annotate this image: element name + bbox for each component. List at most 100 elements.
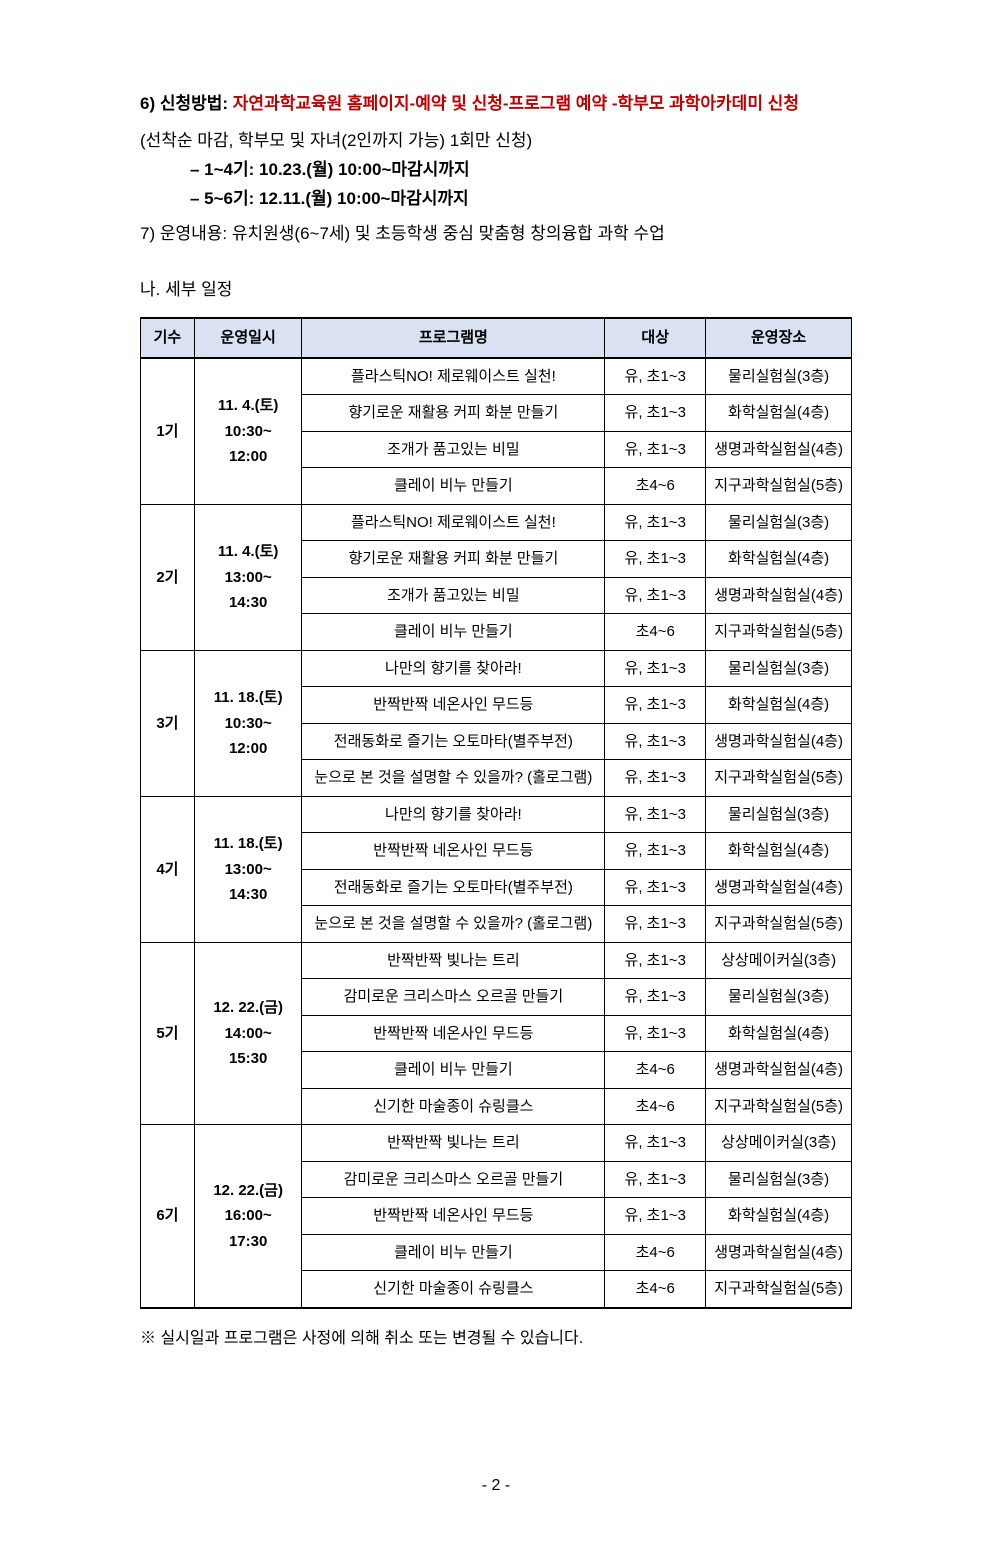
cell-target: 초4~6 xyxy=(605,1271,706,1308)
cell-program: 반짝반짝 네온사인 무드등 xyxy=(302,833,605,870)
th-gisu: 기수 xyxy=(141,318,195,358)
cell-program: 클레이 비누 만들기 xyxy=(302,1234,605,1271)
cell-gisu: 4기 xyxy=(141,796,195,942)
cell-target: 유, 초1~3 xyxy=(605,942,706,979)
cell-date: 11. 4.(토) 13:00~ 14:30 xyxy=(194,504,302,650)
cell-place: 상상메이커실(3층) xyxy=(706,1125,852,1162)
cell-place: 화학실험실(4층) xyxy=(706,1015,852,1052)
cell-place: 지구과학실험실(5층) xyxy=(706,614,852,651)
cell-target: 유, 초1~3 xyxy=(605,760,706,797)
cell-program: 반짝반짝 네온사인 무드등 xyxy=(302,687,605,724)
cell-place: 물리실험실(3층) xyxy=(706,358,852,395)
cell-program: 향기로운 재활용 커피 화분 만들기 xyxy=(302,541,605,578)
cell-program: 눈으로 본 것을 설명할 수 있을까? (홀로그램) xyxy=(302,906,605,943)
cell-program: 반짝반짝 빛나는 트리 xyxy=(302,1125,605,1162)
cell-place: 화학실험실(4층) xyxy=(706,833,852,870)
cell-program: 클레이 비누 만들기 xyxy=(302,1052,605,1089)
item-6-line1: 자연과학교육원 홈페이지-예약 및 신청-프로그램 예약 -학부모 과학아카데미… xyxy=(233,94,799,113)
cell-place: 화학실험실(4층) xyxy=(706,541,852,578)
section-b-title: 나. 세부 일정 xyxy=(140,276,852,305)
cell-program: 감미로운 크리스마스 오르골 만들기 xyxy=(302,979,605,1016)
cell-target: 초4~6 xyxy=(605,614,706,651)
cell-program: 전래동화로 즐기는 오토마타(별주부전) xyxy=(302,869,605,906)
cell-place: 지구과학실험실(5층) xyxy=(706,760,852,797)
cell-place: 지구과학실험실(5층) xyxy=(706,468,852,505)
cell-program: 클레이 비누 만들기 xyxy=(302,468,605,505)
cell-place: 화학실험실(4층) xyxy=(706,687,852,724)
cell-place: 화학실험실(4층) xyxy=(706,1198,852,1235)
item-6-line2: (선착순 마감, 학부모 및 자녀(2인까지 가능) 1회만 신청) xyxy=(140,127,852,156)
cell-target: 유, 초1~3 xyxy=(605,833,706,870)
cell-target: 초4~6 xyxy=(605,1052,706,1089)
cell-target: 유, 초1~3 xyxy=(605,1015,706,1052)
cell-place: 생명과학실험실(4층) xyxy=(706,869,852,906)
cell-place: 생명과학실험실(4층) xyxy=(706,1052,852,1089)
th-place: 운영장소 xyxy=(706,318,852,358)
cell-target: 유, 초1~3 xyxy=(605,1161,706,1198)
cell-place: 지구과학실험실(5층) xyxy=(706,1088,852,1125)
cell-date: 11. 4.(토) 10:30~ 12:00 xyxy=(194,358,302,505)
cell-target: 유, 초1~3 xyxy=(605,650,706,687)
cell-date: 12. 22.(금) 14:00~ 15:30 xyxy=(194,942,302,1125)
table-row: 6기12. 22.(금) 16:00~ 17:30반짝반짝 빛나는 트리유, 초… xyxy=(141,1125,852,1162)
cell-place: 물리실험실(3층) xyxy=(706,650,852,687)
cell-program: 향기로운 재활용 커피 화분 만들기 xyxy=(302,395,605,432)
cell-target: 유, 초1~3 xyxy=(605,796,706,833)
cell-target: 유, 초1~3 xyxy=(605,1198,706,1235)
cell-program: 나만의 향기를 찾아라! xyxy=(302,650,605,687)
cell-program: 클레이 비누 만들기 xyxy=(302,614,605,651)
cell-target: 유, 초1~3 xyxy=(605,504,706,541)
cell-program: 신기한 마술종이 슈링클스 xyxy=(302,1088,605,1125)
cell-target: 초4~6 xyxy=(605,1088,706,1125)
cell-target: 유, 초1~3 xyxy=(605,869,706,906)
th-program: 프로그램명 xyxy=(302,318,605,358)
cell-place: 지구과학실험실(5층) xyxy=(706,1271,852,1308)
cell-target: 유, 초1~3 xyxy=(605,723,706,760)
item-6-application-method: 6) 신청방법: 자연과학교육원 홈페이지-예약 및 신청-프로그램 예약 -학… xyxy=(140,90,852,119)
cell-place: 상상메이커실(3층) xyxy=(706,942,852,979)
cell-target: 유, 초1~3 xyxy=(605,358,706,395)
cell-place: 물리실험실(3층) xyxy=(706,979,852,1016)
cell-target: 유, 초1~3 xyxy=(605,687,706,724)
footnote: ※ 실시일과 프로그램은 사정에 의해 취소 또는 변경될 수 있습니다. xyxy=(140,1325,852,1352)
item-6-label: 6) 신청방법: xyxy=(140,94,228,113)
cell-target: 유, 초1~3 xyxy=(605,979,706,1016)
cell-program: 반짝반짝 빛나는 트리 xyxy=(302,942,605,979)
cell-program: 플라스틱NO! 제로웨이스트 실천! xyxy=(302,504,605,541)
cell-place: 생명과학실험실(4층) xyxy=(706,1234,852,1271)
cell-program: 전래동화로 즐기는 오토마타(별주부전) xyxy=(302,723,605,760)
cell-date: 11. 18.(토) 13:00~ 14:30 xyxy=(194,796,302,942)
cell-program: 나만의 향기를 찾아라! xyxy=(302,796,605,833)
cell-target: 유, 초1~3 xyxy=(605,431,706,468)
cell-program: 조개가 품고있는 비밀 xyxy=(302,577,605,614)
cell-target: 유, 초1~3 xyxy=(605,395,706,432)
cell-place: 물리실험실(3층) xyxy=(706,504,852,541)
cell-target: 유, 초1~3 xyxy=(605,906,706,943)
cell-gisu: 6기 xyxy=(141,1125,195,1308)
cell-program: 눈으로 본 것을 설명할 수 있을까? (홀로그램) xyxy=(302,760,605,797)
table-row: 3기11. 18.(토) 10:30~ 12:00나만의 향기를 찾아라!유, … xyxy=(141,650,852,687)
cell-place: 생명과학실험실(4층) xyxy=(706,577,852,614)
cell-gisu: 1기 xyxy=(141,358,195,505)
cell-place: 화학실험실(4층) xyxy=(706,395,852,432)
cell-program: 플라스틱NO! 제로웨이스트 실천! xyxy=(302,358,605,395)
cell-target: 초4~6 xyxy=(605,468,706,505)
cell-gisu: 5기 xyxy=(141,942,195,1125)
cell-place: 생명과학실험실(4층) xyxy=(706,431,852,468)
cell-target: 초4~6 xyxy=(605,1234,706,1271)
cell-program: 반짝반짝 네온사인 무드등 xyxy=(302,1198,605,1235)
cell-program: 반짝반짝 네온사인 무드등 xyxy=(302,1015,605,1052)
table-row: 2기11. 4.(토) 13:00~ 14:30플라스틱NO! 제로웨이스트 실… xyxy=(141,504,852,541)
cell-place: 물리실험실(3층) xyxy=(706,1161,852,1198)
page-number: - 2 - xyxy=(140,1472,852,1499)
cell-gisu: 2기 xyxy=(141,504,195,650)
cell-target: 유, 초1~3 xyxy=(605,1125,706,1162)
table-row: 1기11. 4.(토) 10:30~ 12:00플라스틱NO! 제로웨이스트 실… xyxy=(141,358,852,395)
th-target: 대상 xyxy=(605,318,706,358)
cell-gisu: 3기 xyxy=(141,650,195,796)
cell-target: 유, 초1~3 xyxy=(605,577,706,614)
item-6-sub1: – 1~4기: 10.23.(월) 10:00~마감시까지 xyxy=(140,156,852,185)
table-row: 5기12. 22.(금) 14:00~ 15:30반짝반짝 빛나는 트리유, 초… xyxy=(141,942,852,979)
cell-program: 감미로운 크리스마스 오르골 만들기 xyxy=(302,1161,605,1198)
cell-place: 생명과학실험실(4층) xyxy=(706,723,852,760)
